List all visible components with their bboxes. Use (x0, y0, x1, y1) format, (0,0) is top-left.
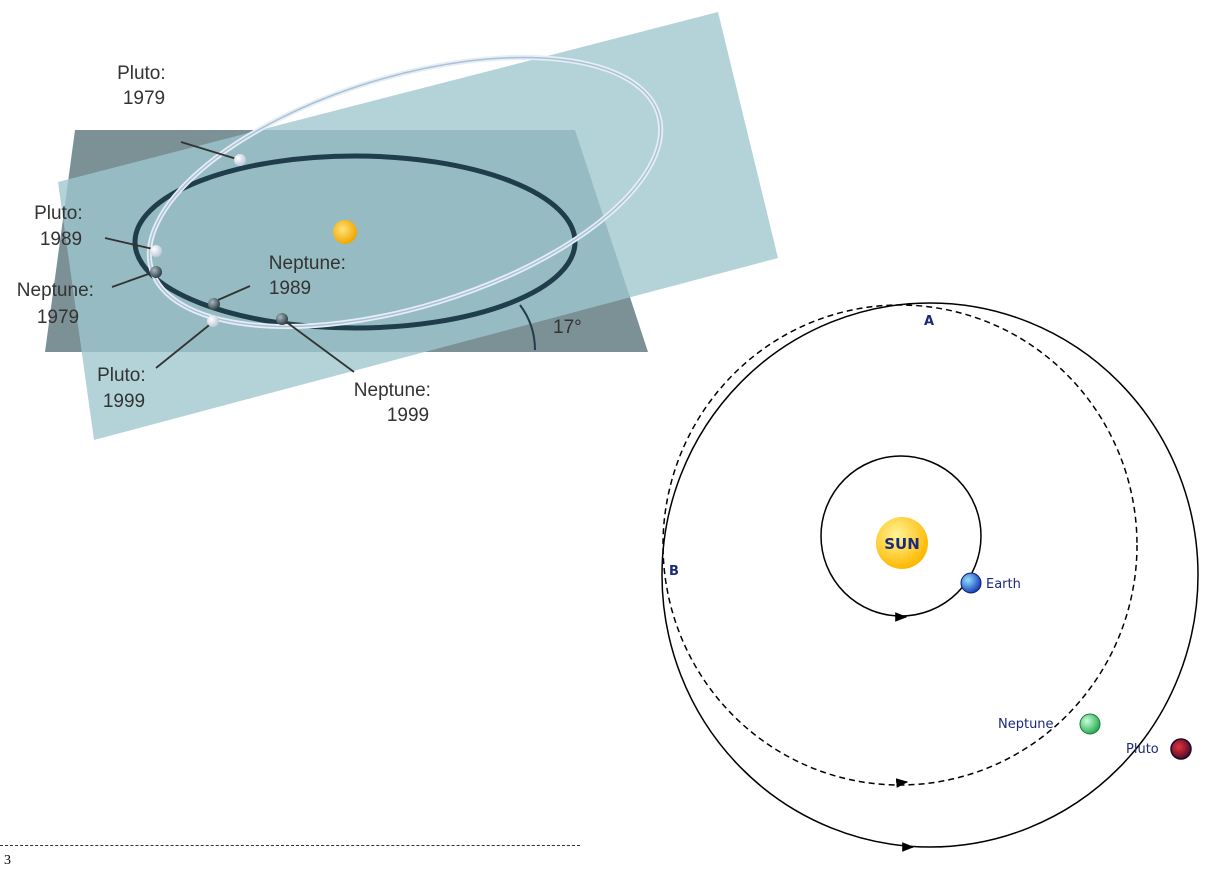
pluto-icon (1170, 738, 1192, 760)
pluto-orbit-plane (58, 12, 778, 440)
neptune-1999-label: Neptune: 1999 (354, 380, 436, 426)
pluto-1999-label: Pluto: 1999 (97, 365, 151, 412)
footnote-rule (0, 845, 580, 846)
pluto-1989-marker (150, 245, 162, 257)
earth-label: Earth (986, 577, 1021, 592)
page-number: 3 (4, 853, 11, 868)
sun-label: SUN (884, 535, 920, 553)
inclination-angle-label: 17° (553, 317, 582, 338)
point-b-label: B (669, 564, 679, 579)
neptune-icon (1079, 713, 1101, 735)
pluto-orbit-solid (661, 302, 1199, 848)
neptune-1979-marker (150, 266, 162, 278)
neptune-1979-label: Neptune: 1979 (17, 280, 99, 328)
neptune-1989-marker (208, 298, 220, 310)
orbit-planes-diagram: Pluto: 1979 Pluto: 1989 Neptune: 1979 Ne… (17, 12, 778, 440)
pluto-1979-marker (234, 154, 246, 166)
neptune-1999-marker (276, 313, 288, 325)
point-a-label: A (924, 314, 934, 329)
sun-icon (333, 220, 357, 244)
pluto-1989-label: Pluto: 1989 (34, 203, 88, 250)
earth-icon (960, 572, 982, 594)
angle-arc (519, 304, 536, 351)
neptune-orbit-arrow (895, 778, 909, 788)
pluto-label: Pluto (1126, 742, 1159, 757)
pluto-1999-marker (207, 315, 219, 327)
sun-icon (876, 517, 928, 569)
pluto-1979-label: Pluto: 1979 (117, 63, 171, 109)
neptune-label: Neptune (998, 717, 1054, 732)
orbit-top-view-diagram: SUN Earth Neptune Pluto A B (661, 302, 1199, 852)
neptune-1989-label: Neptune: 1989 (269, 253, 351, 299)
